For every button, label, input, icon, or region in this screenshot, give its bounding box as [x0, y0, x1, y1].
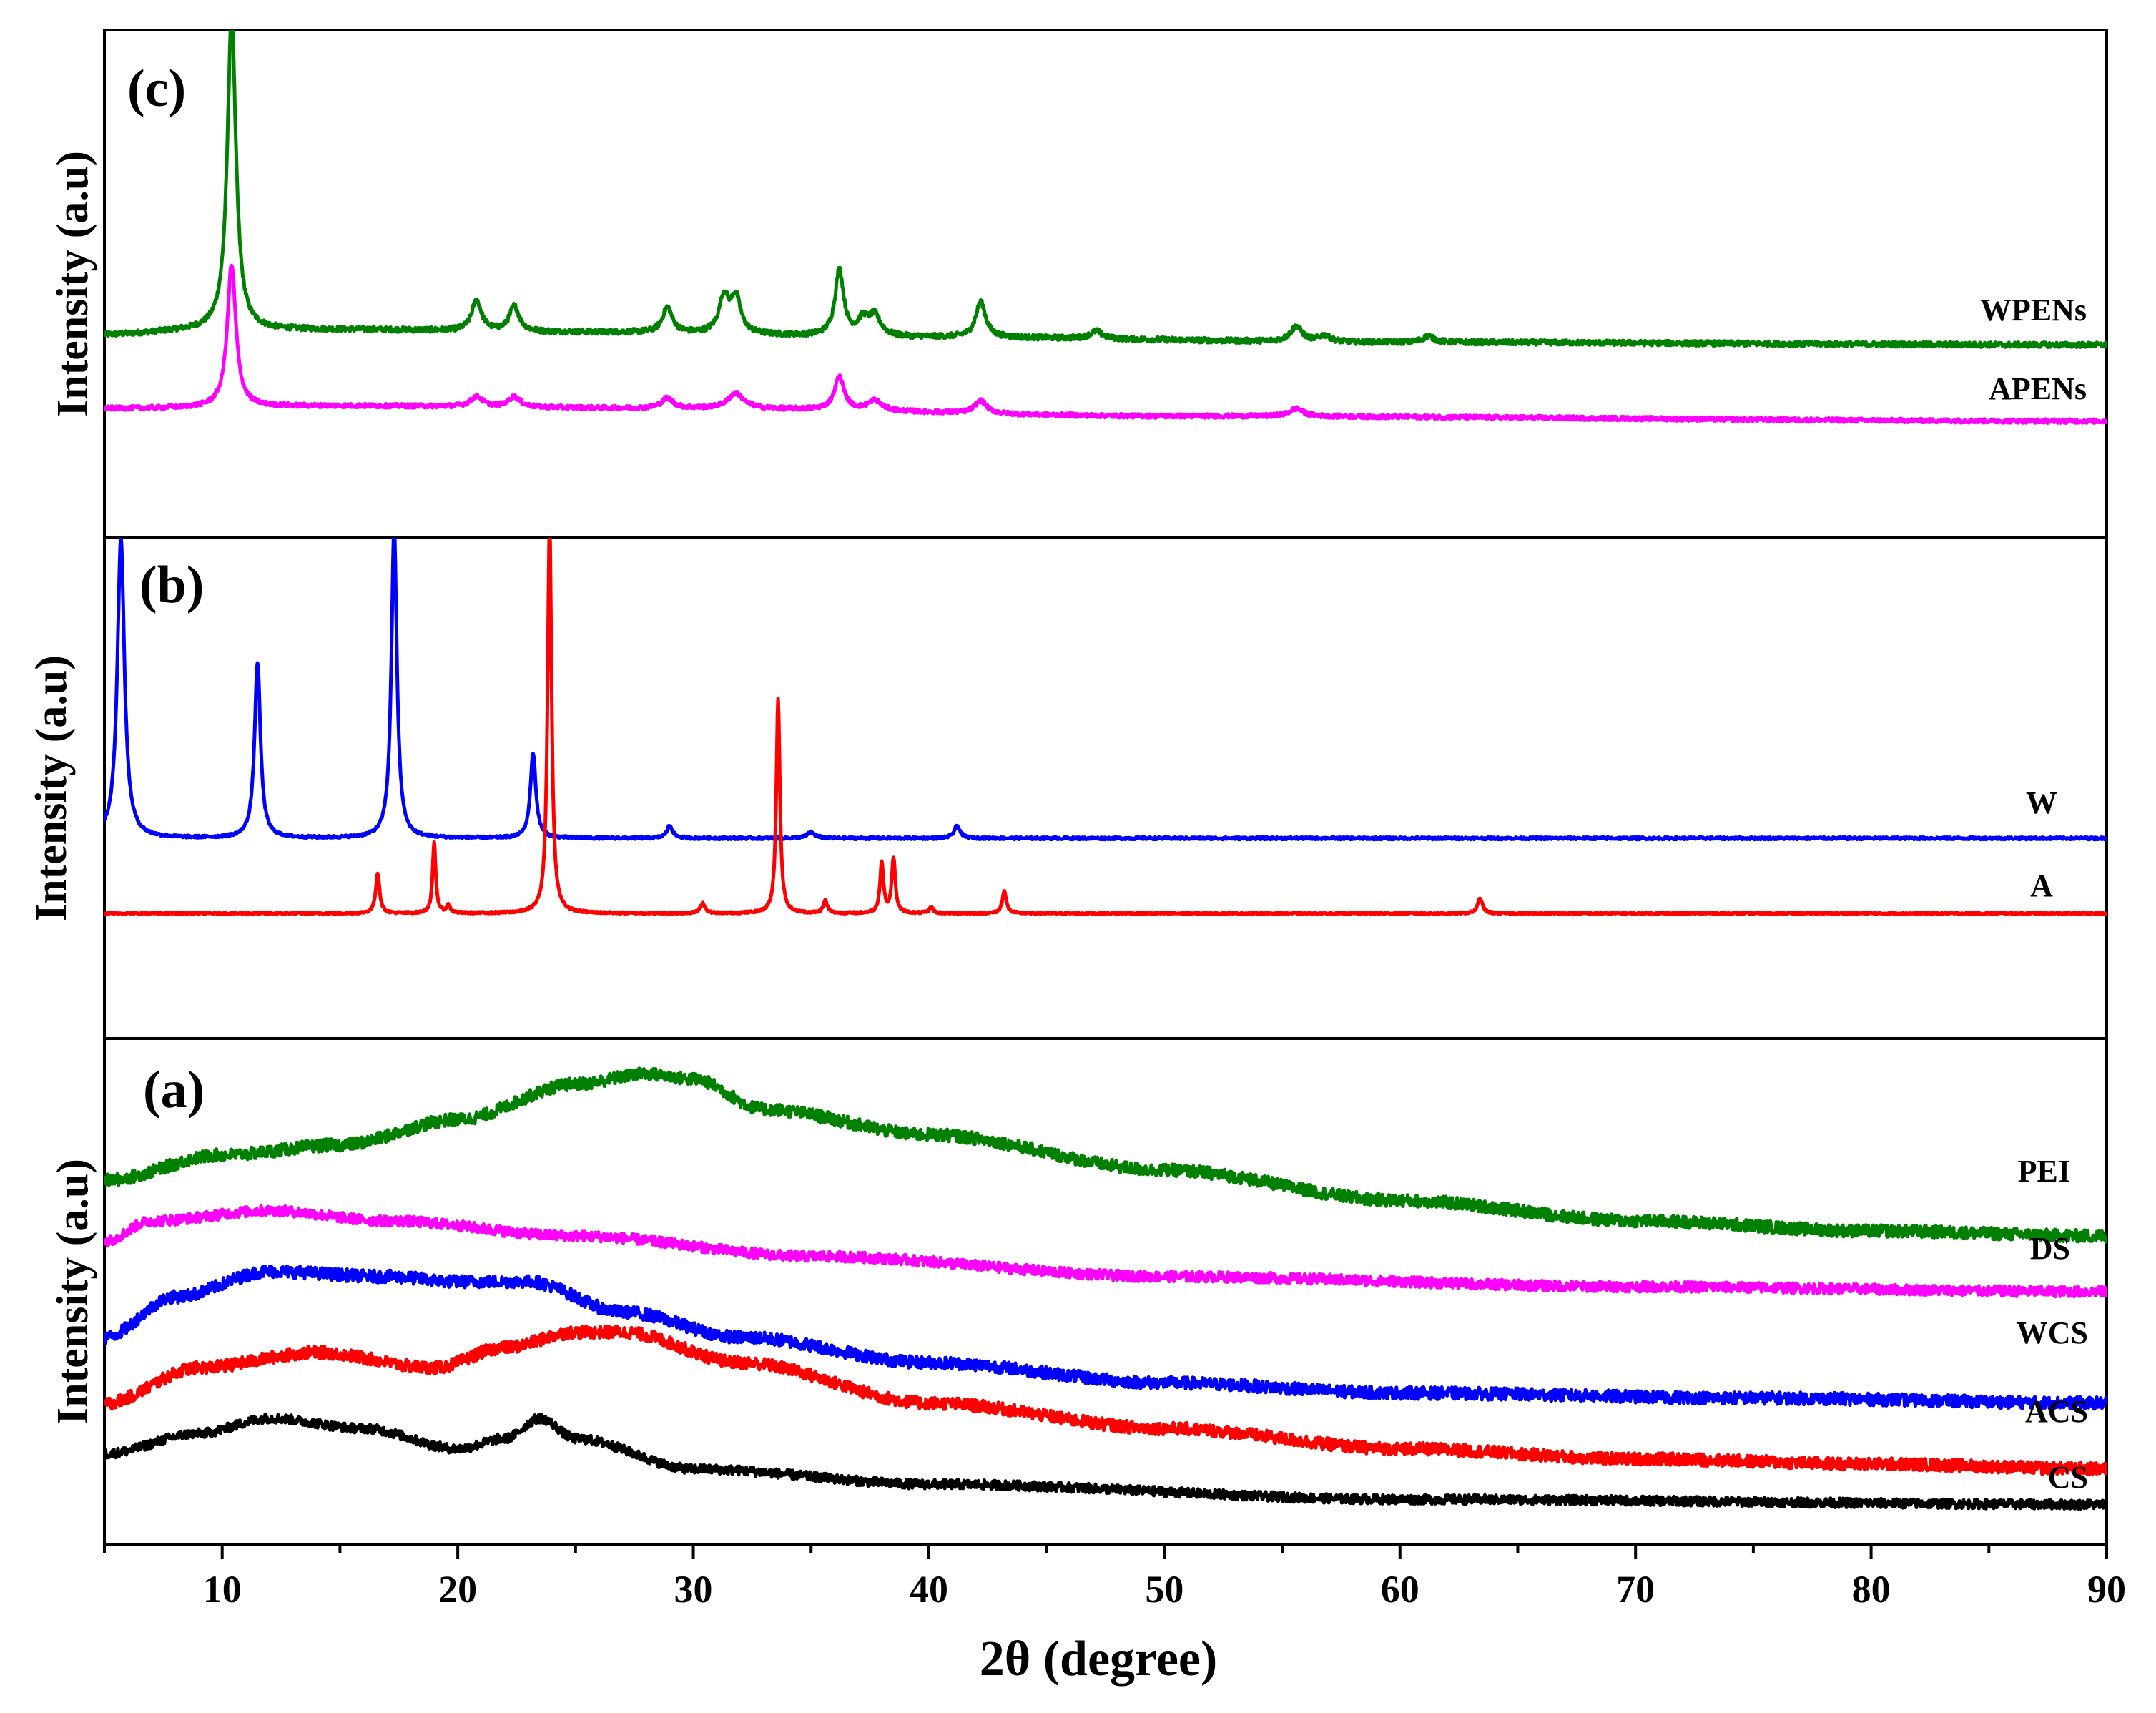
series-label-w: W — [2026, 785, 2057, 820]
x-tick-label-50: 50 — [1145, 1568, 1183, 1611]
series-label-wpens: WPENs — [1980, 293, 2087, 328]
series-label-wcs: WCS — [2017, 1315, 2088, 1350]
x-tick-label-30: 30 — [674, 1568, 713, 1611]
series-line-cs — [104, 1413, 2107, 1511]
panel-c-label: (c) — [127, 59, 186, 118]
series-label-cs: CS — [2048, 1460, 2088, 1495]
series-line-w — [104, 538, 2107, 842]
x-axis-title: 2θ (degree) — [980, 1631, 1218, 1687]
series-label-apens: APENs — [1989, 371, 2087, 406]
x-tick-label-90: 90 — [2087, 1568, 2126, 1611]
panel-b-series — [104, 538, 2107, 916]
series-label-acs: ACS — [2025, 1394, 2088, 1429]
panel-a-series — [104, 1066, 2107, 1511]
series-line-wpens — [104, 30, 2107, 350]
x-tick-label-40: 40 — [910, 1568, 948, 1611]
x-tick-label-10: 10 — [203, 1568, 242, 1611]
series-label-pei: PEI — [2018, 1154, 2070, 1189]
series-line-acs — [104, 1324, 2107, 1477]
series-label-a: A — [2030, 868, 2053, 903]
panel-b-label: (b) — [139, 556, 204, 614]
series-line-wcs — [104, 1265, 2107, 1411]
series-line-apens — [104, 263, 2107, 425]
panel-a: (a) Intensity (a.u) PEI DS WCS ACS CS — [49, 1037, 2108, 1546]
x-tick-label-70: 70 — [1616, 1568, 1655, 1611]
panel-a-ylabel: Intensity (a.u) — [49, 1159, 97, 1425]
x-axis: 10 20 30 40 50 60 70 80 90 — [103, 1545, 2126, 1611]
series-line-ds — [104, 1204, 2107, 1299]
x-tick-label-80: 80 — [1852, 1568, 1891, 1611]
panel-c-ylabel: Intensity (a.u) — [49, 151, 97, 417]
x-tick-label-60: 60 — [1381, 1568, 1419, 1611]
series-line-a — [104, 538, 2107, 916]
panel-c-series — [104, 30, 2107, 425]
x-tick-label-20: 20 — [438, 1568, 477, 1611]
series-label-ds: DS — [2030, 1231, 2070, 1266]
panel-b-ylabel: Intensity (a.u) — [27, 655, 76, 921]
panel-a-label: (a) — [143, 1061, 205, 1119]
series-line-pei — [104, 1066, 2107, 1244]
